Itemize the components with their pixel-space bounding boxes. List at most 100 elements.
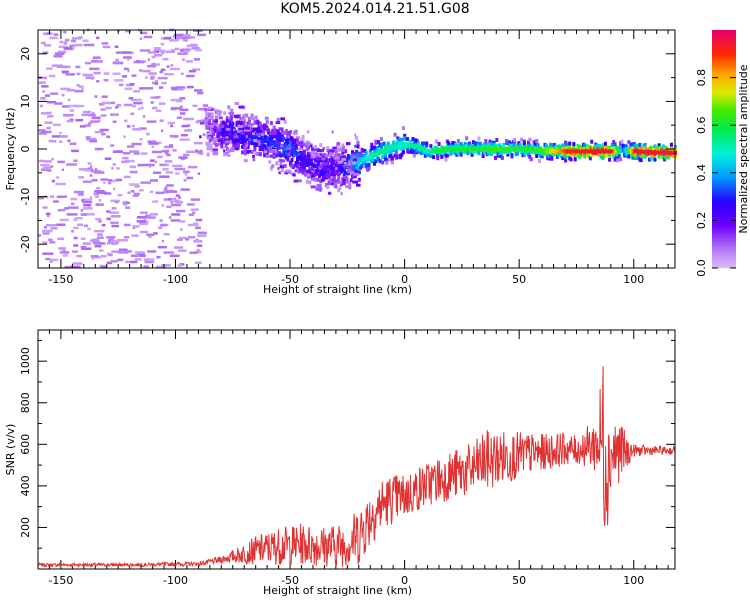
spectrogram-cell <box>345 179 349 184</box>
noise-speckle <box>132 226 136 230</box>
noise-speckle <box>126 201 130 205</box>
noise-speckle <box>49 165 54 168</box>
ridge-halo-cell <box>233 128 236 132</box>
ridge-halo-cell <box>280 144 284 148</box>
spectrogram-cell <box>495 138 499 143</box>
ridge-halo-cell <box>236 142 240 146</box>
noise-speckle <box>46 67 53 70</box>
spectrogram-cell <box>308 180 312 185</box>
spectrogram-cell <box>474 144 478 149</box>
spectrogram-cell <box>247 119 251 124</box>
ridge-halo-cell <box>324 154 330 158</box>
spectrogram-cell <box>264 135 268 140</box>
spectrogram-cell <box>205 113 209 118</box>
noise-speckle <box>175 200 183 204</box>
noise-speckle <box>87 168 94 171</box>
ridge-halo-cell <box>354 133 357 137</box>
noise-speckle <box>188 213 195 216</box>
colorbar-tick-label: 0.2 <box>695 212 708 230</box>
colorbar-slice <box>712 179 736 181</box>
noise-speckle <box>116 238 128 242</box>
noise-speckle <box>46 126 51 130</box>
colorbar-slice <box>712 146 736 148</box>
noise-speckle <box>112 239 120 243</box>
noise-speckle <box>131 74 137 77</box>
spectrogram-cell <box>214 119 218 124</box>
noise-speckle <box>123 103 133 107</box>
noise-speckle <box>85 136 91 139</box>
noise-speckle <box>59 131 62 135</box>
spectrogram-cell <box>316 177 320 182</box>
ridge-core-cell <box>674 150 678 155</box>
noise-speckle <box>106 261 113 265</box>
colorbar-slice <box>712 208 736 210</box>
noise-speckle <box>160 51 165 54</box>
noise-speckle <box>128 183 139 186</box>
noise-speckle <box>94 195 100 198</box>
spectrogram-cell <box>305 179 309 184</box>
noise-speckle <box>163 36 172 40</box>
noise-speckle <box>172 149 177 152</box>
spectrogram-cell <box>254 115 258 120</box>
noise-speckle <box>59 140 63 143</box>
colorbar-slice <box>712 224 736 226</box>
noise-speckle <box>49 241 56 244</box>
spectrogram-cell <box>276 117 280 122</box>
colorbar-slice <box>712 136 736 138</box>
noise-speckle <box>101 95 108 98</box>
noise-speckle <box>139 87 143 90</box>
noise-speckle <box>80 245 87 249</box>
ridge-halo-cell <box>353 172 360 176</box>
spectrogram-cell <box>397 145 401 150</box>
noise-speckle <box>157 155 163 159</box>
noise-speckle <box>64 207 69 210</box>
noise-speckle <box>161 204 164 207</box>
colorbar-slice <box>712 34 736 36</box>
snr-x-tick-label: -150 <box>48 574 73 587</box>
spectrogram-cell <box>223 111 227 116</box>
noise-speckle <box>124 223 131 227</box>
colorbar-slice <box>712 249 736 251</box>
noise-speckle <box>55 176 60 179</box>
colorbar-slice <box>712 145 736 147</box>
ridge-halo-cell <box>348 168 352 172</box>
noise-speckle <box>161 129 164 133</box>
noise-speckle <box>57 50 67 54</box>
noise-speckle <box>100 108 106 111</box>
spectrogram-cell <box>477 136 481 141</box>
colorbar-slice <box>712 199 736 201</box>
spectrogram-cell <box>239 140 243 145</box>
noise-speckle <box>124 87 133 91</box>
spectrogram-cell <box>674 144 678 149</box>
spectrogram-cell <box>279 163 283 168</box>
noise-speckle <box>179 220 186 223</box>
ridge-halo-cell <box>279 145 283 149</box>
noise-speckle <box>192 222 199 226</box>
noise-speckle <box>143 35 153 39</box>
noise-speckle <box>152 50 160 54</box>
noise-speckle <box>98 119 101 123</box>
noise-speckle <box>94 147 104 151</box>
colorbar-slice <box>712 264 736 266</box>
spectrogram-cell <box>235 123 239 128</box>
spectrogram-cell <box>481 153 485 158</box>
noise-speckle <box>178 156 188 159</box>
noise-speckle <box>150 77 155 80</box>
colorbar-slice <box>712 162 736 164</box>
spectrogram-cell <box>223 152 227 157</box>
snr-y-tick-label: 600 <box>19 434 32 455</box>
spectrogram-cell <box>674 154 678 159</box>
snr-x-tick-label: 100 <box>623 574 644 587</box>
spectrogram-cell <box>509 150 513 155</box>
ridge-halo-cell <box>275 141 281 145</box>
noise-speckle <box>170 107 182 110</box>
spectrogram-cell <box>258 122 262 127</box>
colorbar-slice <box>712 240 736 242</box>
noise-speckle <box>71 250 79 253</box>
noise-speckle <box>191 211 196 214</box>
snr-x-axis-label: Height of straight line (km) <box>263 584 412 597</box>
noise-speckle <box>63 47 73 50</box>
spectrogram-cell <box>588 145 592 150</box>
spectrogram-cell <box>272 125 276 130</box>
noise-speckle <box>66 119 73 123</box>
